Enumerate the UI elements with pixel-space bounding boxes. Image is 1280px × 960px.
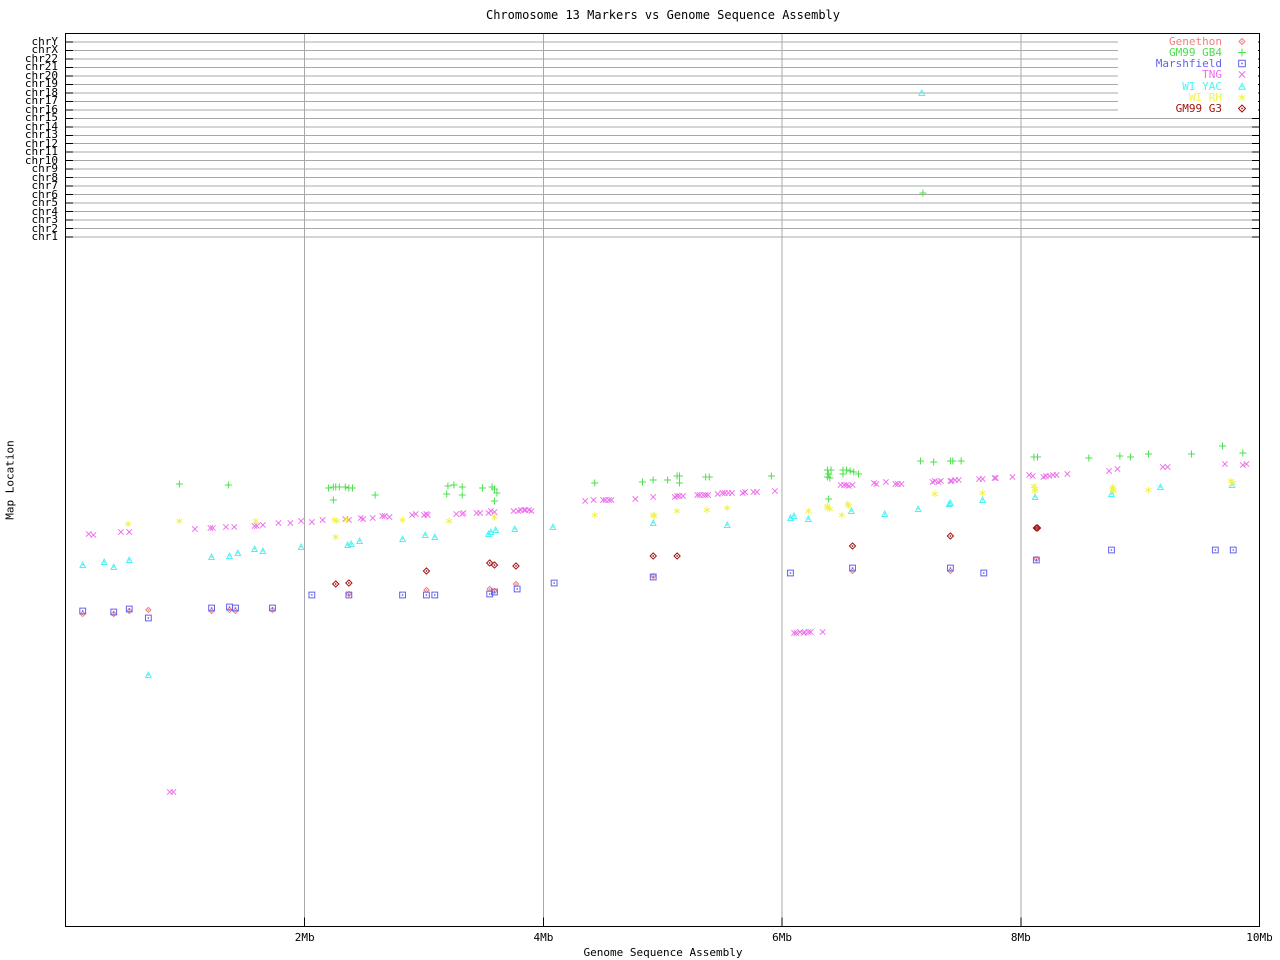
gm99_g3-marker-icon bbox=[1237, 104, 1247, 113]
y-tick-label-chrY: chrY bbox=[31, 35, 59, 48]
y-tick-label-chr20: chr20 bbox=[24, 68, 58, 82]
gm99_gb4-marker-icon bbox=[1238, 48, 1246, 57]
legend-item-gm99_g3: GM99 G3 bbox=[1118, 103, 1258, 114]
gridlines bbox=[66, 34, 1259, 926]
y-tick-label-chr17: chr17 bbox=[24, 94, 58, 108]
wi_yac-marker-icon bbox=[1238, 81, 1246, 90]
y-tick-label-chr15: chr15 bbox=[24, 111, 58, 125]
legend: Genethon GM99 GB4 Marshfield TNG WI YAC WI RH… bbox=[1118, 36, 1258, 114]
x-axis-label: Genome Sequence Assembly bbox=[583, 946, 743, 959]
series-marshfield bbox=[79, 546, 1237, 622]
y-tick-label-chr13: chr13 bbox=[24, 128, 58, 142]
legend-item-genethon: Genethon bbox=[1118, 36, 1258, 47]
y-tick-label-chr4: chr4 bbox=[31, 204, 59, 218]
y-tick-label-chr11: chr11 bbox=[24, 145, 58, 159]
x-tick-label-4Mb: 4Mb bbox=[533, 931, 554, 944]
y-tick-label-chr8: chr8 bbox=[31, 170, 59, 184]
legend-label-wi_yac: WI YAC bbox=[1182, 79, 1222, 93]
genethon-marker-icon bbox=[1238, 37, 1246, 46]
y-tick-label-chr3: chr3 bbox=[31, 213, 59, 227]
tng-marker-icon bbox=[1238, 71, 1246, 79]
y-tick-label-chr19: chr19 bbox=[24, 77, 58, 91]
legend-label-genethon: Genethon bbox=[1169, 35, 1222, 49]
x-tick-label-2Mb: 2Mb bbox=[294, 931, 315, 944]
x-tick-label-10Mb: 10Mb bbox=[1246, 931, 1273, 944]
y-axis-label: Map Location bbox=[3, 440, 17, 520]
y-tick-label-chr16: chr16 bbox=[24, 102, 58, 116]
series-wi_yac bbox=[79, 89, 1236, 678]
legend-label-gm99_gb4: GM99 GB4 bbox=[1169, 46, 1222, 60]
y-tick-label-chr9: chr9 bbox=[31, 162, 59, 176]
wi_rh-marker-icon bbox=[1238, 93, 1246, 101]
axis-ticks bbox=[66, 41, 1259, 926]
series-gm99_g3 bbox=[331, 524, 1042, 588]
series-wi_rh bbox=[124, 477, 1237, 541]
y-tick-label-chr21: chr21 bbox=[24, 60, 58, 74]
x-tick-label-8Mb: 8Mb bbox=[1010, 931, 1031, 944]
legend-label-marshfield: Marshfield bbox=[1155, 57, 1222, 71]
y-tick-label-chr14: chr14 bbox=[24, 119, 58, 133]
y-tick-label-chr22: chr22 bbox=[24, 51, 58, 65]
y-tick-label-chr18: chr18 bbox=[24, 85, 58, 99]
plot-frame bbox=[65, 33, 1260, 927]
y-tick-label-chr7: chr7 bbox=[31, 179, 59, 193]
legend-item-tng: TNG bbox=[1118, 69, 1258, 80]
y-tick-label-chr1: chr1 bbox=[31, 230, 59, 243]
legend-item-wi_rh: WI RH bbox=[1118, 92, 1258, 103]
legend-label-gm99_g3: GM99 G3 bbox=[1175, 101, 1222, 115]
chart-title: Chromosome 13 Markers vs Genome Sequence… bbox=[485, 8, 840, 22]
legend-item-marshfield: Marshfield bbox=[1118, 58, 1258, 69]
series-genethon bbox=[79, 555, 1040, 618]
y-tick-label-chr6: chr6 bbox=[31, 187, 59, 201]
y-tick-label-chr10: chr10 bbox=[24, 153, 58, 167]
legend-label-tng: TNG bbox=[1202, 68, 1222, 82]
y-tick-label-chrX: chrX bbox=[31, 43, 59, 57]
series-tng bbox=[85, 460, 1250, 796]
y-tick-label-chr12: chr12 bbox=[24, 136, 58, 150]
series-gm99_gb4 bbox=[175, 189, 1247, 505]
y-tick-label-chr5: chr5 bbox=[31, 196, 59, 210]
legend-item-gm99_gb4: GM99 GB4 bbox=[1118, 47, 1258, 58]
x-tick-label-6Mb: 6Mb bbox=[772, 931, 793, 944]
legend-label-wi_rh: WI RH bbox=[1188, 90, 1222, 104]
marshfield-marker-icon bbox=[1238, 60, 1246, 68]
y-tick-label-chr2: chr2 bbox=[31, 221, 59, 235]
legend-item-wi_yac: WI YAC bbox=[1118, 81, 1258, 92]
